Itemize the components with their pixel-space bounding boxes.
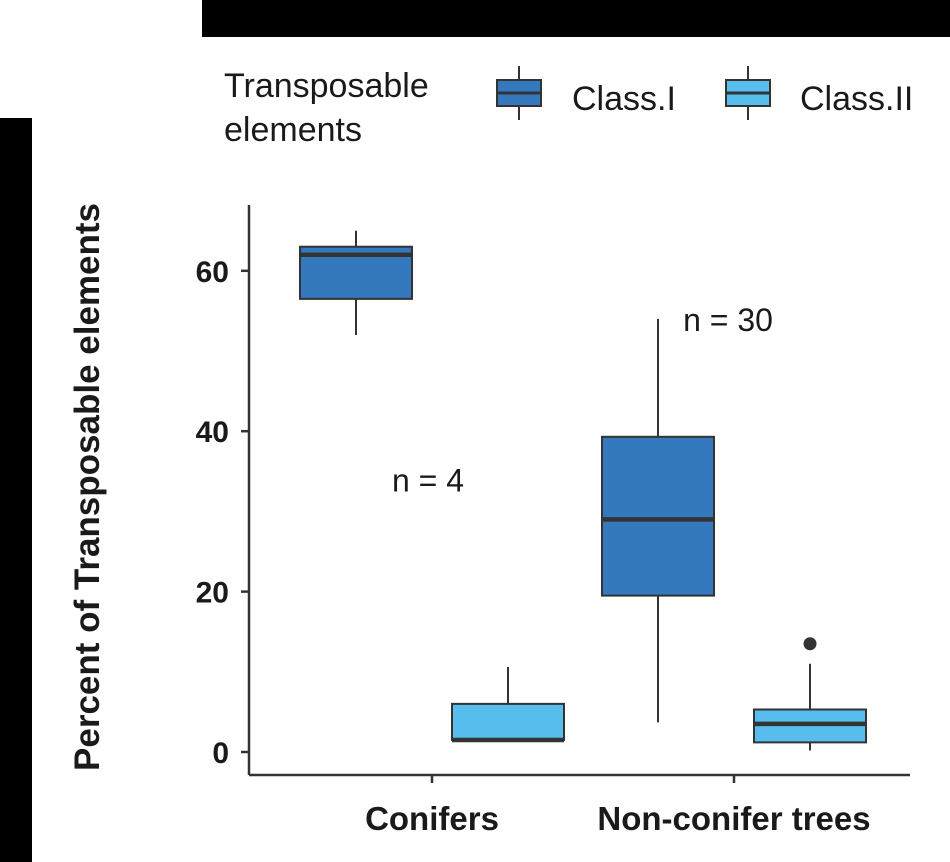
y-tick-label: 40 xyxy=(196,416,229,449)
legend-key-Class.I xyxy=(496,66,542,120)
boxes xyxy=(299,230,867,751)
box-Class.II-Non-conifer trees xyxy=(753,637,867,751)
annotation-n: n = 4 xyxy=(392,462,464,498)
y-tick-label: 0 xyxy=(212,737,229,770)
x-tick-label: Non-conifer trees xyxy=(597,800,870,837)
legend-keys xyxy=(496,66,771,120)
box-Class.I-Non-conifer trees xyxy=(601,318,715,723)
legend-title: Transposable elements xyxy=(224,64,484,152)
y-tick-label: 60 xyxy=(196,256,229,289)
legend-title-line-1: Transposable xyxy=(224,67,429,105)
box-Class.II-Conifers xyxy=(451,666,565,743)
annotation-n: n = 30 xyxy=(683,302,773,338)
outlier-point xyxy=(803,637,817,651)
box-body xyxy=(601,435,715,597)
y-axis-label: Percent of Transposable elements xyxy=(68,203,107,771)
annotations: n = 4 n = 30 xyxy=(392,302,773,498)
box-Class.I-Conifers xyxy=(299,230,413,335)
x-tick-label: Conifers xyxy=(365,800,499,837)
axes: 0 20 40 60 Conifers Non-conifer trees xyxy=(196,205,910,837)
legend-key-Class.II xyxy=(725,66,771,120)
box-body xyxy=(451,702,565,741)
y-tick-label: 20 xyxy=(196,577,229,610)
legend-title-line-2: elements xyxy=(224,111,362,149)
legend-label-class-ii: Class.II xyxy=(800,80,914,118)
legend-label-class-i: Class.I xyxy=(572,80,676,118)
